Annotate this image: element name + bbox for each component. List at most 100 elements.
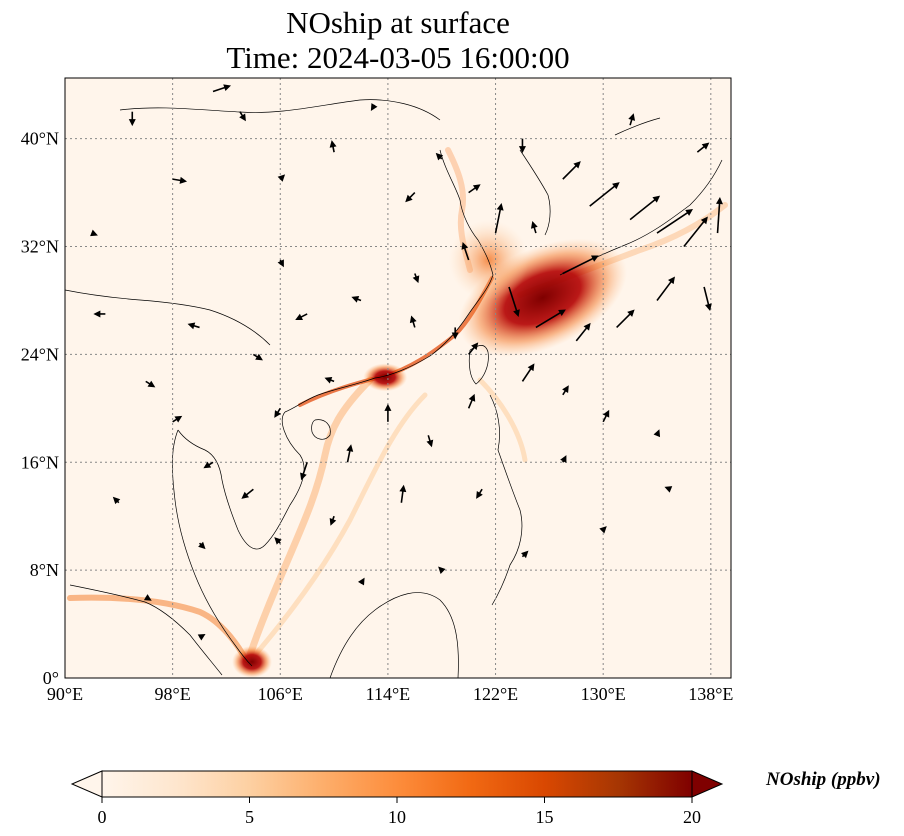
wind-arrow (575, 322, 591, 342)
wind-arrow (560, 455, 567, 463)
hotspot-layer (232, 220, 627, 678)
wind-arrow (521, 363, 535, 382)
coast-taiwan (468, 345, 489, 385)
y-axis-ticks: 0° 8°N 16°N 24°N 32°N 40°N (21, 129, 59, 688)
wind-arrow (324, 376, 335, 384)
border-china-southwest (65, 289, 271, 346)
wind-arrow (703, 286, 712, 311)
wind-arrow (438, 566, 446, 574)
wind-arrow (409, 315, 417, 328)
wind-arrow (239, 111, 246, 122)
colorbar-tick-label: 0 (98, 807, 107, 827)
wind-arrow (656, 209, 693, 234)
wind-arrow (696, 142, 710, 153)
wind-arrow (198, 541, 206, 550)
border-mongolia (119, 99, 441, 121)
wind-arrow (518, 138, 526, 154)
wind-arrow (274, 407, 281, 418)
wind-arrow (172, 176, 188, 184)
wind-arrow (329, 515, 337, 526)
chart-subtitle-time: Time: 2024-03-05 16:00:00 (226, 40, 570, 75)
wind-arrow (628, 113, 636, 126)
wind-arrow (602, 409, 610, 423)
coast-malay-peninsula (172, 429, 253, 667)
shipping-lane-taiwan-east (477, 377, 528, 463)
wind-arrow (494, 203, 504, 234)
shipping-lane-south-china-sea-east (252, 392, 428, 658)
wind-arrow (128, 111, 136, 127)
wind-arrow (399, 484, 407, 503)
coast-borneo (329, 592, 459, 678)
wind-arrow (172, 415, 183, 423)
wind-vectors (90, 84, 723, 641)
wind-arrow (112, 496, 121, 505)
wind-arrow (370, 103, 378, 111)
wind-arrow (145, 380, 156, 388)
wind-arrow (143, 594, 152, 601)
wind-arrow (277, 259, 284, 268)
map-panel (65, 78, 731, 678)
map-frame (64, 77, 732, 679)
wind-arrow (241, 488, 254, 499)
colorbar: 0 5 10 15 20 (70, 770, 724, 827)
wind-arrow (93, 310, 106, 318)
wind-arrow (508, 286, 520, 317)
chart-title: NOship at surface (286, 5, 510, 40)
y-tick-label: 16°N (21, 452, 59, 472)
wind-arrow (435, 152, 444, 161)
x-tick-label: 122°E (473, 684, 518, 704)
wind-arrow (468, 342, 479, 355)
wind-arrow (357, 577, 365, 586)
wind-arrow (715, 197, 723, 234)
wind-arrow (300, 462, 308, 481)
y-tick-label: 40°N (21, 129, 59, 149)
wind-arrow (562, 255, 599, 275)
wind-arrow (203, 461, 214, 469)
wind-arrow (468, 184, 481, 194)
wind-arrow (562, 161, 581, 180)
wind-arrow (277, 174, 286, 182)
shipping-lane-south-china-sea-west (246, 376, 374, 659)
x-tick-label: 98°E (155, 684, 191, 704)
wind-arrow (187, 322, 200, 330)
y-tick-label: 24°N (21, 344, 59, 364)
coast-indochina (177, 411, 305, 550)
x-tick-label: 114°E (366, 684, 411, 704)
y-tick-label: 8°N (30, 560, 59, 580)
wind-arrow (212, 84, 231, 93)
wind-arrow (521, 550, 529, 559)
wind-arrow (451, 327, 459, 340)
wind-arrow (683, 216, 708, 248)
wind-arrow (535, 309, 566, 329)
wind-arrow (384, 403, 392, 422)
wind-arrow (346, 444, 354, 463)
wind-arrow (426, 435, 434, 448)
colorbar-label: NOship (ppbv) (766, 769, 881, 790)
coast-hainan (311, 419, 331, 440)
wind-arrow (405, 192, 416, 203)
y-tick-label: 32°N (21, 237, 59, 257)
wind-arrow (530, 221, 538, 234)
gridlines (65, 78, 731, 678)
wind-arrow (467, 393, 476, 409)
wind-arrow (197, 633, 206, 641)
wind-arrow (656, 276, 675, 301)
hotspot-pearl-river-delta (363, 363, 408, 392)
x-tick-label: 138°E (688, 684, 733, 704)
coast-mainland-china (284, 149, 494, 413)
wind-arrow (562, 385, 569, 396)
colorbar-ticks: 0 5 10 15 20 (98, 797, 701, 827)
wind-arrow (476, 488, 483, 499)
x-tick-label: 90°E (47, 684, 83, 704)
wind-arrow (616, 309, 635, 329)
wind-arrow (653, 429, 661, 438)
wind-arrow (329, 140, 337, 153)
y-tick-label: 0° (43, 668, 59, 688)
wind-arrow (664, 486, 673, 493)
colorbar-tick-label: 20 (683, 807, 701, 827)
wind-arrow (274, 537, 282, 545)
wind-arrow (295, 313, 308, 320)
hotspot-singapore-strait (232, 645, 273, 678)
wind-arrow (90, 229, 98, 237)
colorbar-tick-label: 5 (245, 807, 254, 827)
